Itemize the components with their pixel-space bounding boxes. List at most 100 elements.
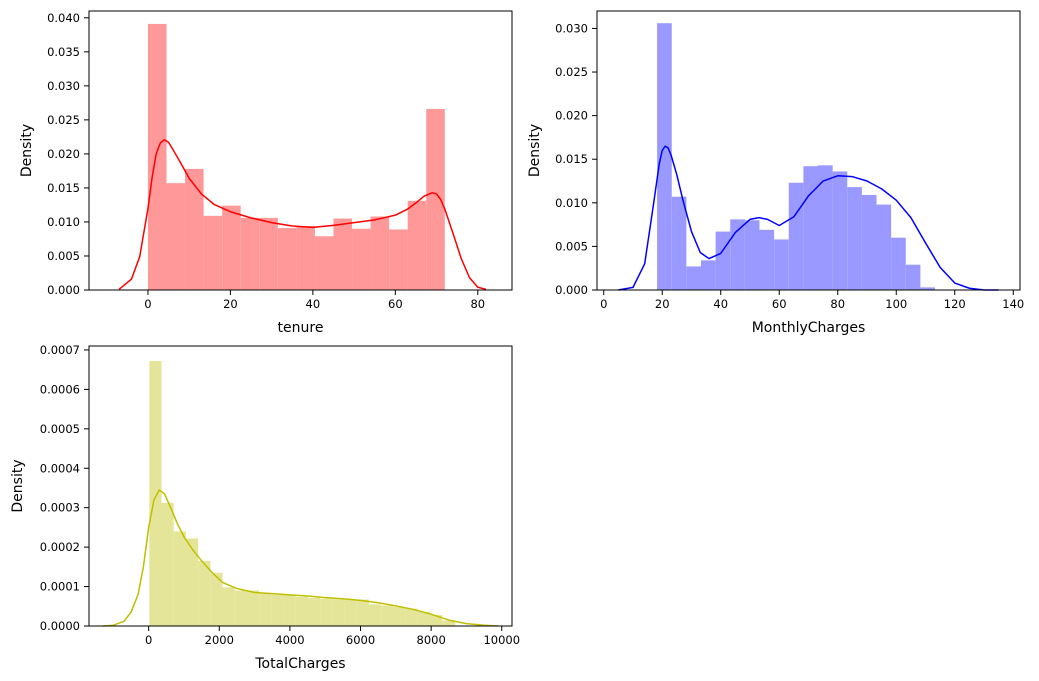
y-tick-label: 0.010: [555, 196, 588, 210]
x-tick-label: 2000: [205, 633, 234, 647]
axes-frame: [88, 345, 513, 627]
histogram-bar: [671, 196, 687, 290]
y-tick-label: 0.015: [47, 181, 80, 195]
histogram-bar: [259, 593, 272, 626]
histogram-bar: [161, 502, 174, 626]
y-tick-label: 0.000: [555, 283, 588, 297]
histogram-bar: [405, 608, 418, 626]
histogram-bar: [166, 183, 186, 290]
histogram-bar: [147, 23, 167, 291]
axes-frame: [596, 10, 1021, 291]
tenure-distribution-chart: 0 20 40 60 800.0000.0050.0100.0150.0200.0250…: [19, 10, 513, 336]
histogram-bars: [147, 23, 445, 291]
histogram-bar: [730, 219, 745, 290]
x-tick-label: 0: [144, 297, 151, 311]
y-axis: 0.000 0.005 0.010 0.015 0.020 0.025 0.030 0.035…: [47, 11, 89, 297]
x-tick-label: 100: [885, 297, 907, 311]
y-tick-label: 0.000: [47, 283, 80, 297]
y-tick-label: 0.0006: [40, 382, 80, 396]
histogram-bar: [715, 231, 731, 290]
x-tick-label: 60: [388, 297, 403, 311]
histogram-bar: [210, 572, 223, 626]
histogram-bar: [891, 237, 906, 290]
x-tick-label: 6000: [346, 633, 375, 647]
x-tick-label: 20: [655, 297, 670, 311]
histogram-bar: [314, 236, 334, 290]
x-tick-label: 60: [772, 297, 787, 311]
y-tick-label: 0.030: [47, 79, 80, 93]
x-tick-label: 8000: [417, 633, 446, 647]
histogram-bar: [847, 187, 862, 290]
histogram-bar: [905, 264, 921, 290]
total-charges-distribution-chart: 0 2000 4000 6000 8000 10000 0.0000 0.0001 0.0002…: [10, 343, 520, 672]
y-tick-label: 0.0004: [40, 461, 80, 475]
kde-curve: [102, 489, 499, 627]
y-tick-label: 0.005: [555, 239, 588, 253]
x-axis: 0 2000 4000 6000 8000 10000: [145, 626, 520, 647]
histogram-bar: [246, 590, 260, 626]
histogram-bar: [774, 239, 789, 290]
histogram-bar: [283, 594, 296, 626]
y-tick-label: 0.020: [47, 147, 80, 161]
x-axis: 0 20 40 60 80 100 120 140: [600, 290, 1024, 311]
histogram-bar: [759, 229, 775, 290]
histogram-bar: [417, 611, 430, 626]
y-tick-label: 0.025: [555, 65, 588, 79]
histogram-bar: [389, 229, 408, 290]
y-tick-label: 0.020: [555, 109, 588, 123]
x-axis-title: tenure: [278, 320, 324, 336]
y-tick-label: 0.0001: [40, 580, 80, 594]
y-tick-label: 0.0005: [40, 422, 80, 436]
y-tick-label: 0.030: [555, 21, 588, 35]
y-tick-label: 0.0002: [40, 540, 80, 554]
x-tick-label: 40: [713, 297, 728, 311]
y-tick-label: 0.040: [47, 11, 80, 25]
x-tick-label: 0: [145, 633, 152, 647]
y-axis: 0.000 0.005 0.010 0.015 0.020 0.025 0.030: [555, 21, 597, 297]
x-axis-title: MonthlyCharges: [752, 320, 866, 336]
x-axis: 0 20 40 60 80: [144, 290, 485, 311]
histogram-bar: [861, 194, 877, 290]
histogram-bar: [240, 217, 260, 290]
histogram-bar: [788, 182, 804, 290]
y-axis-title: Density: [527, 124, 543, 177]
histogram-bar: [657, 23, 672, 291]
y-tick-label: 0.025: [47, 113, 80, 127]
y-tick-label: 0.005: [47, 249, 80, 263]
x-axis-title: TotalCharges: [254, 656, 345, 672]
x-tick-label: 0: [600, 297, 607, 311]
x-tick-label: 80: [470, 297, 485, 311]
x-tick-label: 20: [223, 297, 238, 311]
histogram-bar: [320, 598, 333, 626]
histogram-bar: [803, 166, 819, 290]
histogram-bar: [368, 604, 382, 626]
histogram-bar: [222, 587, 235, 626]
histogram-bar: [407, 200, 427, 290]
histogram-bars: [657, 23, 936, 291]
histogram-bar: [173, 531, 186, 626]
y-tick-label: 0.0003: [40, 501, 80, 515]
x-tick-label: 40: [306, 297, 321, 311]
kde-curve: [618, 145, 999, 291]
x-tick-label: 80: [830, 297, 845, 311]
histogram-bar: [295, 596, 308, 626]
x-tick-label: 120: [944, 297, 966, 311]
histogram-bar: [876, 204, 892, 290]
y-tick-label: 0.0000: [40, 619, 80, 633]
histogram-bar: [307, 598, 321, 626]
histogram-bar: [149, 360, 162, 626]
histogram-bar: [356, 599, 369, 626]
histogram-bar: [686, 266, 701, 290]
histogram-bar: [333, 218, 353, 290]
histogram-bar: [370, 216, 390, 290]
histogram-bar: [381, 605, 394, 626]
histogram-bar: [442, 620, 456, 626]
histogram-bar: [185, 168, 204, 290]
histogram-bar: [271, 594, 284, 626]
monthly-charges-distribution-chart: 0 20 40 60 80 100 120 1400.0000.0050.0100.0150.…: [527, 10, 1024, 336]
y-tick-label: 0.035: [47, 45, 80, 59]
y-tick-label: 0.010: [47, 215, 80, 229]
histogram-bar: [352, 228, 371, 290]
x-tick-label: 4000: [275, 633, 304, 647]
